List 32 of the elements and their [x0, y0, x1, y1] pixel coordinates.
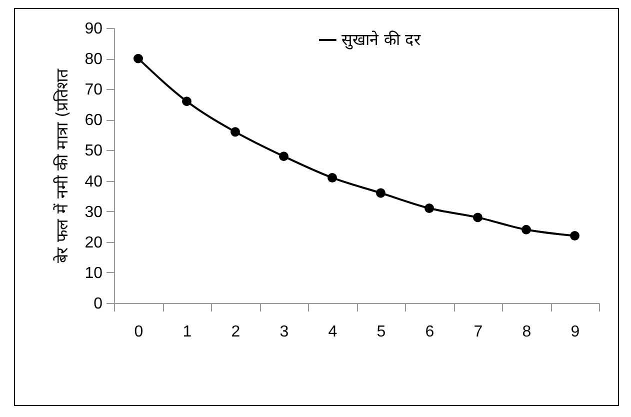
x-tick-label: 0	[134, 324, 144, 340]
x-tick-label: 3	[280, 324, 289, 340]
y-axis-title: बेर फल में नमी की मात्रा (प्रतिशत	[52, 68, 72, 263]
point	[134, 54, 143, 64]
point	[376, 188, 386, 198]
y-tick-label: 20	[84, 234, 103, 252]
x-tick-label: 5	[376, 324, 386, 340]
y-tick-label: 60	[84, 112, 103, 130]
y-tick-label: 0	[94, 296, 103, 312]
y-tick-label: 90	[84, 20, 103, 38]
point	[570, 231, 580, 241]
y-tick-label: 50	[84, 142, 103, 160]
point	[473, 212, 482, 222]
y-tick-label: 40	[84, 173, 103, 190]
y-tick-label: 10	[84, 264, 103, 282]
x-tick-label: 4	[328, 324, 338, 340]
point	[182, 96, 192, 106]
legend-label: सुखाने की दर	[342, 30, 421, 50]
point	[279, 152, 288, 162]
x-tick-label: 8	[522, 324, 532, 340]
point	[230, 127, 240, 137]
point	[522, 224, 531, 234]
x-tick-label: 7	[474, 324, 483, 340]
x-tick-label: 1	[182, 324, 192, 340]
point	[328, 172, 337, 182]
x-tick-label: 6	[425, 324, 434, 340]
y-tick-label: 70	[84, 82, 103, 99]
y-tick-label: 30	[84, 204, 103, 221]
y-tick-label: 80	[84, 51, 103, 68]
point	[424, 204, 434, 214]
x-tick-label: 9	[570, 324, 580, 340]
x-tick-label: 2	[231, 324, 240, 340]
